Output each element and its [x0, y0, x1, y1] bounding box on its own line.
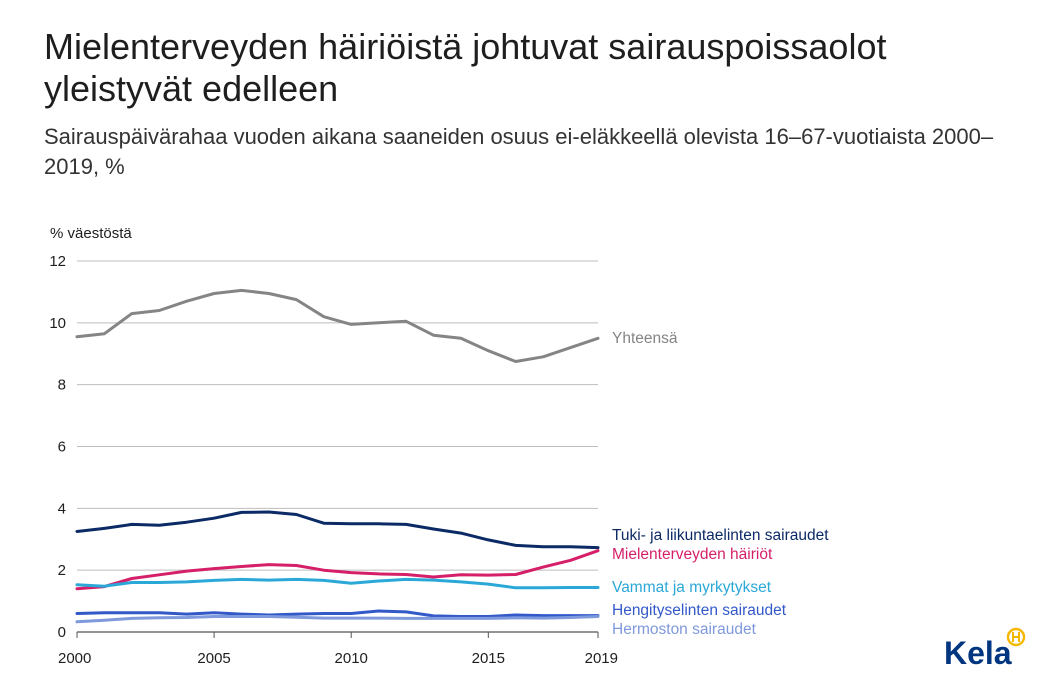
- series-label: Mielenterveyden häiriöt: [612, 546, 773, 563]
- series-line: [75, 288, 600, 363]
- series-label: Hengityselinten sairaudet: [612, 602, 787, 619]
- x-tick-label: 2019: [585, 650, 618, 667]
- series-line: [75, 549, 600, 591]
- y-tick-label: 6: [58, 439, 66, 456]
- series-line: [75, 577, 600, 590]
- y-tick-label: 12: [49, 253, 66, 270]
- y-tick-label: 2: [58, 562, 66, 579]
- y-tick-label: 4: [58, 500, 66, 517]
- chart-title: Mielenterveyden häiriöistä johtuvat sair…: [44, 26, 887, 109]
- series-label: Yhteensä: [612, 330, 678, 347]
- series-label: Vammat ja myrkytykset: [612, 579, 772, 596]
- x-tick-label: 2010: [335, 650, 368, 667]
- kela-logo-text: Kela: [944, 635, 1012, 671]
- kela-emblem-icon: [1006, 627, 1026, 647]
- series-line: [75, 615, 600, 624]
- y-tick-label: 0: [58, 624, 66, 641]
- x-tick-label: 2005: [197, 650, 230, 667]
- series-labels: Yhteensä Tuki- ja liikuntaelinten sairaud…: [612, 330, 829, 638]
- x-tick-label: 2015: [472, 650, 505, 667]
- series-lines: [75, 288, 600, 624]
- x-tick-label: 2000: [58, 650, 91, 667]
- series-line: [75, 609, 600, 618]
- y-tick-label: 8: [58, 377, 66, 394]
- series-label: Tuki- ja liikuntaelinten sairaudet: [612, 527, 829, 544]
- axes: 0 2 4 6 8 10 12 % väestöstä 2000 2005 2010 2015 2019: [49, 225, 618, 667]
- y-tick-label: 10: [49, 315, 66, 332]
- kela-logo-mark: Kela: [944, 627, 1026, 671]
- y-axis-unit-label: % väestöstä: [50, 225, 132, 242]
- series-line: [75, 510, 600, 550]
- series-label: Hermoston sairaudet: [612, 621, 757, 638]
- chart-subtitle: Sairauspäivärahaa vuoden aikana saaneide…: [44, 124, 994, 179]
- kela-logo: Kela: [944, 626, 1034, 679]
